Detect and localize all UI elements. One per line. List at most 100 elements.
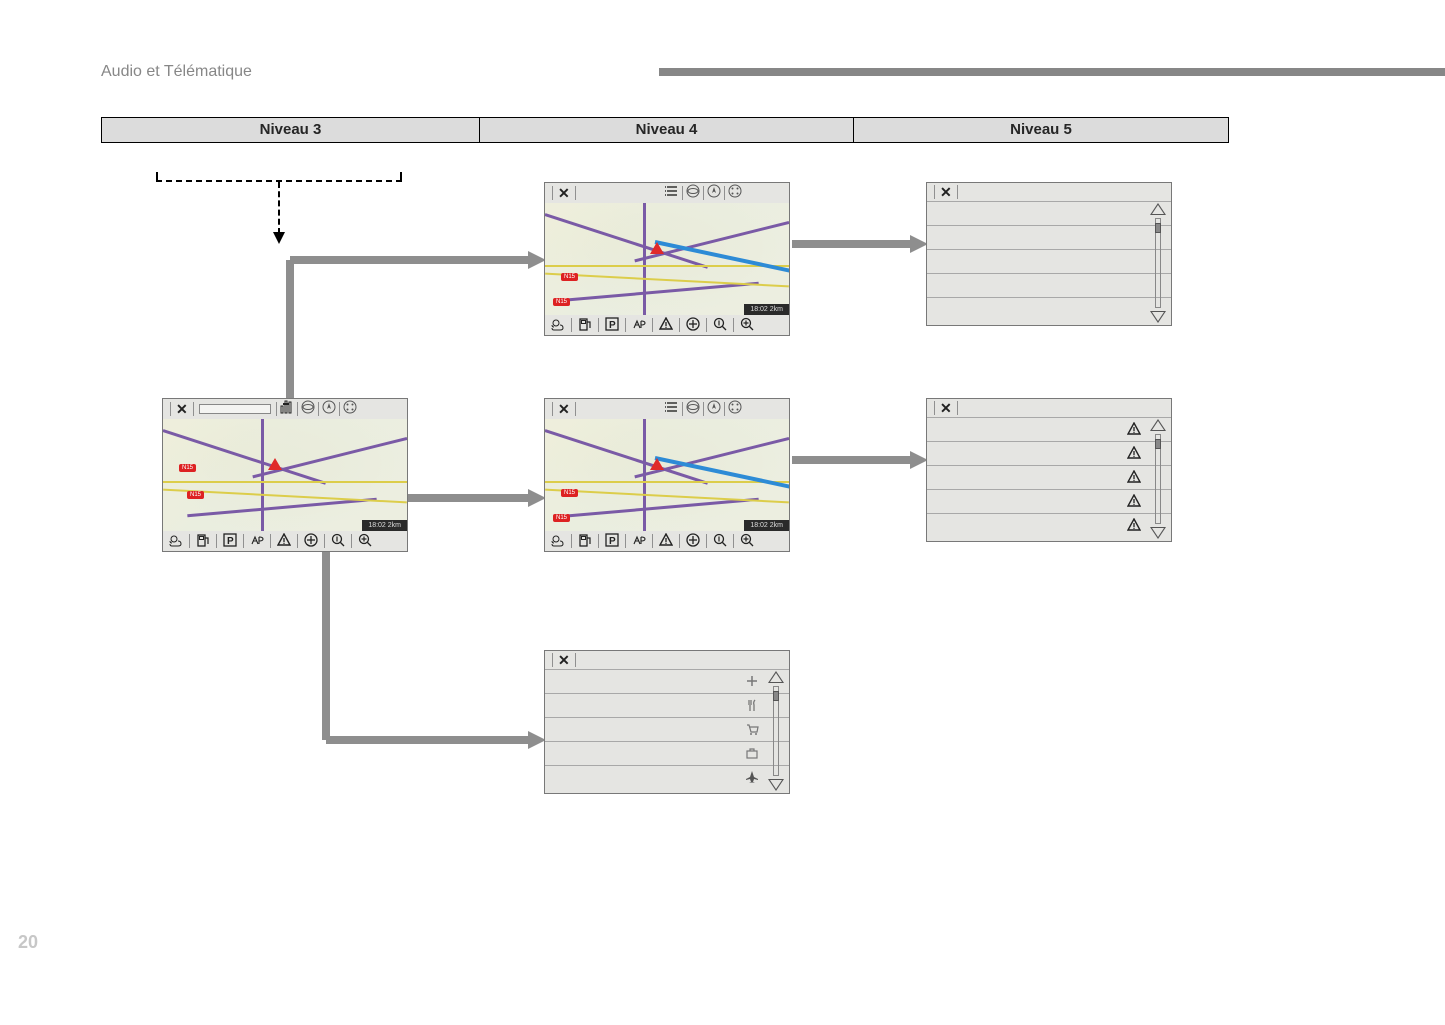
rest-icon[interactable] [629,317,649,333]
list-toolbar: ✕ [927,399,1171,417]
warn-icon [1127,494,1141,511]
search-icon[interactable] [328,533,348,549]
plus-icon[interactable] [301,533,321,549]
scroll-up-icon[interactable] [768,671,784,683]
dashed-connector-stem [278,182,280,234]
scroll-up-icon[interactable] [1150,203,1166,215]
list-item[interactable] [545,765,789,789]
map-bottom-toolbar [545,531,789,551]
map-viewport[interactable]: N15N1518:02 2km [545,419,789,531]
scroll-thumb[interactable] [773,691,779,701]
list-item[interactable] [927,249,1171,273]
orbit-icon[interactable] [686,400,700,419]
dashed-connector-top [156,172,402,182]
plane-icon [745,770,759,787]
level-header-cell: Niveau 5 [854,118,1228,142]
compass-icon[interactable] [707,400,721,419]
list-item[interactable] [545,693,789,717]
map-viewport[interactable]: N15N1518:02 2km [163,419,407,531]
scroll-down-icon[interactable] [768,779,784,791]
close-icon[interactable]: ✕ [556,401,572,418]
warn-icon[interactable] [274,533,294,549]
map-toolbar: ✕ [163,399,407,419]
scroll-rail[interactable] [1155,218,1161,308]
scroll-rail[interactable] [1155,434,1161,524]
warn-icon[interactable] [656,533,676,549]
warn-icon [1127,446,1141,463]
rest-icon[interactable] [629,533,649,549]
fork-icon [745,698,759,715]
list-item[interactable] [927,513,1171,537]
list-item[interactable] [927,465,1171,489]
scroll-thumb[interactable] [1155,223,1161,233]
list-toolbar: ✕ [927,183,1171,201]
plus-med-icon [745,674,759,691]
scroll-rail[interactable] [773,686,779,776]
map-panel-lvl4a: ✕N15N1518:02 2km [544,182,790,336]
scroll-down-icon[interactable] [1150,311,1166,323]
scrollbar[interactable] [1149,419,1167,539]
plus-icon[interactable] [683,533,703,549]
magnify-icon[interactable] [355,533,375,549]
plus-icon[interactable] [683,317,703,333]
warn-icon[interactable] [656,317,676,333]
level-header-cell: Niveau 4 [480,118,854,142]
scroll-thumb[interactable] [1155,439,1161,449]
map-status-bar: 18:02 2km [744,304,789,315]
compass-icon[interactable] [322,400,336,419]
close-icon[interactable]: ✕ [174,401,190,418]
map-bottom-toolbar [163,531,407,551]
list-icon[interactable] [665,184,679,203]
section-title: Audio et Télématique [101,63,252,81]
map-status-bar: 18:02 2km [362,520,407,531]
map-viewport[interactable]: N15N1518:02 2km [545,203,789,315]
list-item[interactable] [927,225,1171,249]
list-panel-lvl5b: ✕ [926,398,1172,542]
search-icon[interactable] [710,533,730,549]
close-icon[interactable]: ✕ [938,400,954,417]
list-icon[interactable] [665,400,679,419]
scroll-up-icon[interactable] [1150,419,1166,431]
weather-icon[interactable] [166,533,186,549]
list-item[interactable] [927,417,1171,441]
list-item[interactable] [545,669,789,693]
parking-icon[interactable] [602,317,622,333]
weather-icon[interactable] [548,317,568,333]
map-status-bar: 18:02 2km [744,520,789,531]
compass-icon[interactable] [707,184,721,203]
grid-icon[interactable] [728,400,742,419]
orbit-icon[interactable] [301,400,315,419]
list-item[interactable] [927,201,1171,225]
close-icon[interactable]: ✕ [938,184,954,201]
close-icon[interactable]: ✕ [556,185,572,202]
magnify-icon[interactable] [737,317,757,333]
list-toolbar: ✕ [545,651,789,669]
list-body [927,417,1171,541]
fuel-icon[interactable] [575,533,595,549]
grid-icon[interactable] [343,400,357,419]
orbit-icon[interactable] [686,184,700,203]
scrollbar[interactable] [1149,203,1167,323]
settings-icon[interactable] [280,400,294,419]
rest-icon[interactable] [247,533,267,549]
scrollbar[interactable] [767,671,785,791]
scroll-down-icon[interactable] [1150,527,1166,539]
magnify-icon[interactable] [737,533,757,549]
list-item[interactable] [545,717,789,741]
parking-icon[interactable] [602,533,622,549]
zoom-slider[interactable] [199,404,271,414]
list-item[interactable] [927,273,1171,297]
weather-icon[interactable] [548,533,568,549]
search-icon[interactable] [710,317,730,333]
close-icon[interactable]: ✕ [556,652,572,669]
road-badge: N15 [553,298,570,306]
cart-icon [745,722,759,739]
parking-icon[interactable] [220,533,240,549]
grid-icon[interactable] [728,184,742,203]
fuel-icon[interactable] [575,317,595,333]
fuel-icon[interactable] [193,533,213,549]
list-item[interactable] [927,441,1171,465]
list-item[interactable] [927,489,1171,513]
list-item[interactable] [927,297,1171,321]
list-item[interactable] [545,741,789,765]
